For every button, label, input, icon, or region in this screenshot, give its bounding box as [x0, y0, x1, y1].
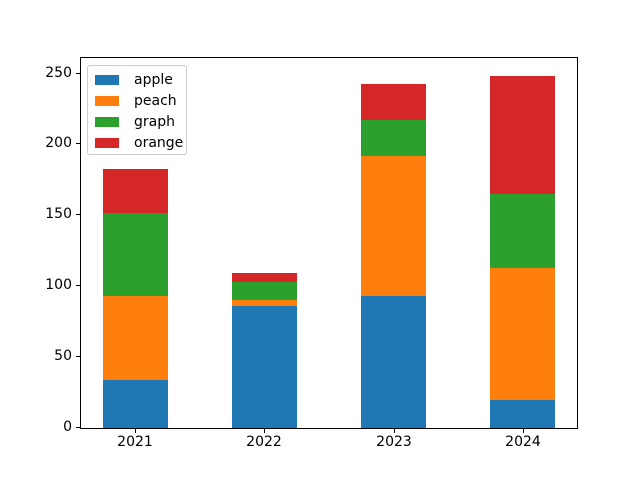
- y-tick-mark-50: [76, 356, 80, 357]
- bar-segment-apple-2023: [361, 296, 426, 428]
- bar-segment-apple-2024: [490, 399, 556, 428]
- y-tick-mark-150: [76, 214, 80, 215]
- y-axis-tick-label: 200: [45, 135, 72, 151]
- legend-entry-orange: orange: [88, 132, 186, 153]
- bar-segment-graph-2024: [490, 194, 556, 268]
- legend-swatch-apple: [95, 74, 119, 85]
- legend-label-peach: peach: [134, 92, 177, 109]
- bar-segment-graph-2021: [102, 212, 168, 297]
- legend-entry-peach: peach: [88, 90, 186, 111]
- x-tick-mark-2023: [394, 429, 395, 433]
- bar-segment-peach-2024: [490, 267, 556, 400]
- x-axis-tick-label: 2023: [376, 434, 412, 450]
- bar-segment-peach-2021: [102, 296, 168, 380]
- x-tick-mark-2021: [135, 429, 136, 433]
- x-axis-tick-label: 2022: [246, 434, 282, 450]
- bar-segment-apple-2021: [102, 379, 168, 428]
- x-tick-mark-2022: [264, 429, 265, 433]
- bar-segment-orange-2021: [102, 168, 168, 213]
- legend-entry-apple: apple: [88, 69, 186, 90]
- bar-segment-apple-2022: [232, 306, 297, 428]
- y-tick-mark-0: [76, 427, 80, 428]
- bar-segment-orange-2024: [490, 76, 556, 195]
- bar-segment-orange-2022: [232, 273, 297, 282]
- bar-segment-orange-2023: [361, 83, 426, 121]
- x-axis-tick-label: 2024: [505, 434, 541, 450]
- legend: apple peach graph orange: [87, 65, 187, 155]
- bar-segment-peach-2022: [232, 300, 297, 307]
- y-axis-tick-label: 0: [63, 419, 72, 435]
- y-tick-mark-200: [76, 143, 80, 144]
- bar-segment-graph-2022: [232, 281, 297, 301]
- y-tick-mark-100: [76, 285, 80, 286]
- bar-segment-graph-2023: [361, 120, 426, 156]
- y-axis-tick-label: 250: [45, 65, 72, 81]
- legend-swatch-orange: [95, 137, 119, 148]
- legend-label-graph: graph: [134, 113, 175, 130]
- legend-swatch-graph: [95, 116, 119, 127]
- legend-label-orange: orange: [134, 134, 184, 151]
- y-tick-mark-250: [76, 73, 80, 74]
- legend-label-apple: apple: [134, 71, 173, 88]
- plot-area: apple peach graph orange: [80, 57, 578, 429]
- x-axis-tick-label: 2021: [117, 434, 153, 450]
- bar-segment-peach-2023: [361, 155, 426, 297]
- y-axis-tick-label: 50: [54, 348, 72, 364]
- x-tick-mark-2024: [523, 429, 524, 433]
- y-axis-tick-label: 100: [45, 277, 72, 293]
- legend-entry-graph: graph: [88, 111, 186, 132]
- y-axis-tick-label: 150: [45, 206, 72, 222]
- legend-swatch-peach: [95, 95, 119, 106]
